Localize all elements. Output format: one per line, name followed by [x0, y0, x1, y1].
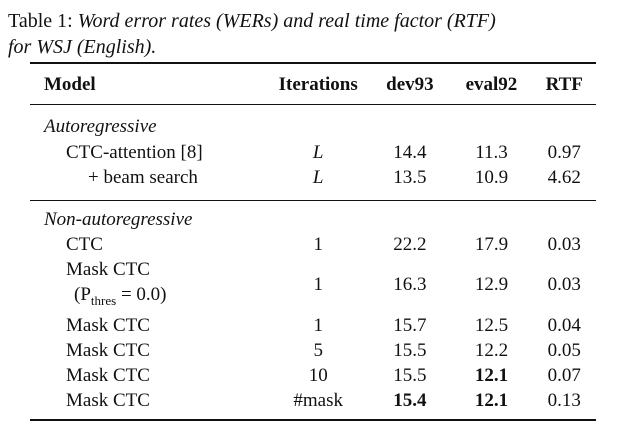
cell-rtf: 0.05 [547, 339, 581, 361]
cell-rtf: 0.97 [547, 142, 581, 163]
table-caption: Table 1: Word error rates (WERs) and rea… [8, 8, 618, 60]
cell-model: Mask CTC [66, 339, 150, 361]
cell-iterations: 5 [313, 339, 323, 361]
cell-model: Mask CTC [30, 387, 267, 421]
cell-model: CTC-attention [8] [66, 142, 203, 163]
header-row: Model Iterations dev93 eval92 RTF [30, 62, 596, 105]
cell-dev93: 16.3 [393, 274, 427, 296]
header-model: Model [30, 62, 267, 105]
group-title: Non-autoregressive [30, 200, 596, 232]
cell-rtf: 0.13 [532, 387, 596, 421]
header-rtf: RTF [532, 62, 596, 105]
cell-iterations: 1 [313, 314, 323, 336]
cell-rtf: 0.03 [547, 234, 581, 255]
cell-model: CTC [66, 234, 103, 255]
cell-dev93: 15.5 [393, 364, 427, 386]
cell-model-note: (Pthres = 0.0) [74, 284, 167, 308]
cell-iterations: 10 [308, 364, 328, 386]
results-table: Model Iterations dev93 eval92 RTF Autore… [30, 62, 596, 421]
caption-text-line1: Word error rates (WERs) and real time fa… [77, 10, 496, 32]
cell-dev93: 15.7 [393, 314, 427, 336]
cell-iterations: 1 [313, 234, 323, 255]
cell-model: Mask CTC (Pthres = 0.0) [30, 257, 267, 313]
table-row: + beam search L 13.5 10.9 4.62 [30, 165, 596, 190]
caption-label: Table 1: [8, 10, 73, 32]
cell-rtf: 0.07 [547, 364, 581, 386]
cell-dev93: 15.4 [369, 387, 451, 421]
header-eval92: eval92 [450, 62, 533, 105]
cell-eval92: 10.9 [474, 167, 509, 188]
cell-model: Mask CTC [66, 314, 150, 336]
cell-eval92: 11.3 [475, 142, 508, 163]
cell-dev93: 22.2 [393, 234, 427, 255]
cell-iterations: 1 [313, 274, 323, 296]
cell-dev93: 13.5 [393, 167, 427, 188]
cell-rtf: 0.04 [547, 314, 581, 336]
cell-eval92: 12.9 [474, 274, 509, 296]
cell-model-name: Mask CTC [66, 259, 150, 280]
cell-rtf: 0.03 [547, 274, 581, 296]
cell-dev93: 14.4 [393, 142, 427, 163]
cell-eval92: 17.9 [474, 234, 509, 255]
cell-model: + beam search [88, 167, 198, 188]
cell-eval92: 12.1 [450, 387, 533, 421]
cell-iterations: L [312, 142, 324, 163]
cell-iterations: #mask [266, 387, 370, 421]
table-row: Mask CTC (Pthres = 0.0) 1 16.3 12.9 0.03 [30, 257, 596, 313]
group-title: Autoregressive [44, 116, 157, 137]
caption-text-line2: for WSJ (English). [8, 36, 157, 58]
header-dev93: dev93 [369, 62, 451, 105]
cell-iterations: L [312, 167, 324, 188]
table-row: Mask CTC 10 15.5 12.1 0.07 [30, 363, 596, 388]
table-row: Mask CTC #mask 15.4 12.1 0.13 [30, 387, 596, 421]
table-row: CTC-attention [8] L 14.4 11.3 0.97 [30, 140, 596, 165]
cell-eval92: 12.2 [474, 339, 509, 361]
cell-eval92: 12.1 [474, 364, 509, 386]
cell-rtf: 4.62 [547, 167, 581, 188]
table-row: CTC 1 22.2 17.9 0.03 [30, 232, 596, 257]
cell-dev93: 15.5 [393, 339, 427, 361]
group-header-autoregressive: Autoregressive [30, 105, 596, 141]
table-row: Mask CTC 5 15.5 12.2 0.05 [30, 338, 596, 363]
group-header-non-autoregressive: Non-autoregressive [30, 200, 596, 232]
table-row: Mask CTC 1 15.7 12.5 0.04 [30, 313, 596, 338]
header-iterations: Iterations [266, 62, 370, 105]
cell-eval92: 12.5 [474, 314, 509, 336]
cell-model: Mask CTC [66, 364, 150, 386]
spacer-row [30, 190, 596, 201]
